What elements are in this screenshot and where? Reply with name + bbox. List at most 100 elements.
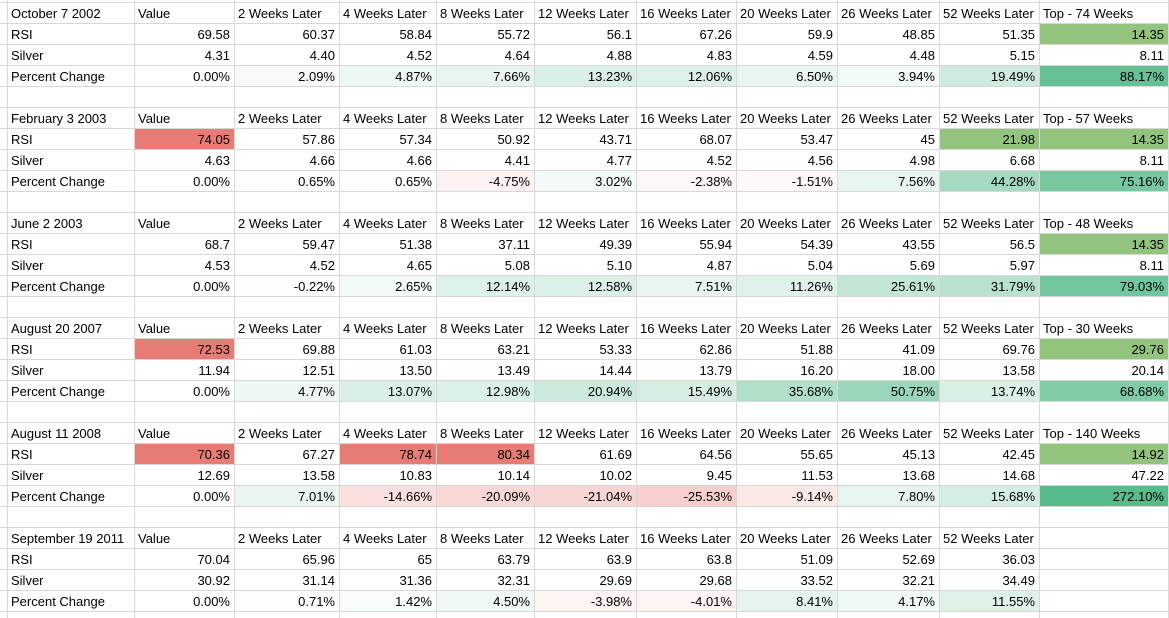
empty-cell[interactable] bbox=[437, 402, 535, 423]
percent-change-cell[interactable]: 6.50% bbox=[737, 66, 838, 87]
empty-cell[interactable] bbox=[340, 297, 437, 318]
percent-change-cell[interactable]: 1.42% bbox=[340, 591, 437, 612]
empty-cell[interactable] bbox=[940, 87, 1040, 108]
percent-change-cell[interactable]: 12.14% bbox=[437, 276, 535, 297]
percent-change-cell[interactable]: 13.74% bbox=[940, 381, 1040, 402]
percent-change-cell[interactable]: 15.68% bbox=[940, 486, 1040, 507]
column-header-cell[interactable]: 4 Weeks Later bbox=[340, 528, 437, 549]
top-column-header-cell[interactable] bbox=[1040, 528, 1169, 549]
silver-price-cell[interactable]: 4.56 bbox=[737, 150, 838, 171]
empty-cell[interactable] bbox=[235, 297, 340, 318]
row-label-cell[interactable]: RSI bbox=[8, 24, 135, 45]
empty-cell[interactable] bbox=[737, 297, 838, 318]
empty-cell[interactable] bbox=[235, 192, 340, 213]
silver-price-cell[interactable]: 5.04 bbox=[737, 255, 838, 276]
silver-price-cell[interactable]: 5.10 bbox=[535, 255, 637, 276]
silver-price-cell[interactable]: 12.51 bbox=[235, 360, 340, 381]
row-label-cell[interactable]: Percent Change bbox=[8, 381, 135, 402]
silver-price-cell[interactable]: 4.40 bbox=[235, 45, 340, 66]
rsi-value-cell[interactable]: 43.55 bbox=[838, 234, 940, 255]
empty-cell[interactable] bbox=[940, 297, 1040, 318]
percent-change-cell[interactable]: 15.49% bbox=[637, 381, 737, 402]
percent-change-cell[interactable]: 31.79% bbox=[940, 276, 1040, 297]
column-header-cell[interactable]: 8 Weeks Later bbox=[437, 213, 535, 234]
empty-cell[interactable] bbox=[838, 612, 940, 618]
rsi-value-cell[interactable]: 63.9 bbox=[535, 549, 637, 570]
rsi-value-cell[interactable]: 65 bbox=[340, 549, 437, 570]
empty-cell[interactable] bbox=[637, 87, 737, 108]
row-label-cell[interactable]: Silver bbox=[8, 465, 135, 486]
date-header-cell[interactable]: August 11 2008 bbox=[8, 423, 135, 444]
empty-cell[interactable] bbox=[135, 87, 235, 108]
silver-price-cell[interactable]: 30.92 bbox=[135, 570, 235, 591]
silver-price-cell[interactable]: 4.52 bbox=[340, 45, 437, 66]
column-header-cell[interactable]: 16 Weeks Later bbox=[637, 528, 737, 549]
empty-cell[interactable] bbox=[838, 87, 940, 108]
empty-cell[interactable] bbox=[135, 612, 235, 618]
column-header-cell[interactable]: 26 Weeks Later bbox=[838, 423, 940, 444]
date-header-cell[interactable]: September 19 2011 bbox=[8, 528, 135, 549]
silver-price-cell[interactable]: 6.68 bbox=[940, 150, 1040, 171]
rsi-value-cell[interactable]: 60.37 bbox=[235, 24, 340, 45]
rsi-value-cell[interactable]: 45 bbox=[838, 129, 940, 150]
percent-change-cell[interactable]: -4.75% bbox=[437, 171, 535, 192]
percent-change-cell[interactable]: -0.22% bbox=[235, 276, 340, 297]
row-label-cell[interactable]: Percent Change bbox=[8, 486, 135, 507]
empty-cell[interactable] bbox=[535, 297, 637, 318]
empty-cell[interactable] bbox=[838, 507, 940, 528]
rsi-value-cell[interactable]: 74.05 bbox=[135, 129, 235, 150]
rsi-value-cell[interactable]: 53.47 bbox=[737, 129, 838, 150]
rsi-value-cell[interactable]: 54.39 bbox=[737, 234, 838, 255]
rsi-value-cell[interactable]: 51.35 bbox=[940, 24, 1040, 45]
rsi-value-cell[interactable]: 21.98 bbox=[940, 129, 1040, 150]
percent-change-cell[interactable]: -2.38% bbox=[637, 171, 737, 192]
column-header-cell[interactable]: 2 Weeks Later bbox=[235, 423, 340, 444]
column-header-cell[interactable]: 20 Weeks Later bbox=[737, 423, 838, 444]
empty-cell[interactable] bbox=[737, 402, 838, 423]
column-header-cell[interactable]: 4 Weeks Later bbox=[340, 3, 437, 24]
silver-price-cell[interactable]: 4.48 bbox=[838, 45, 940, 66]
column-header-cell[interactable]: 20 Weeks Later bbox=[737, 318, 838, 339]
rsi-value-cell[interactable]: 14.35 bbox=[1040, 234, 1169, 255]
rsi-value-cell[interactable]: 65.96 bbox=[235, 549, 340, 570]
percent-change-cell[interactable]: -20.09% bbox=[437, 486, 535, 507]
column-header-cell[interactable]: 2 Weeks Later bbox=[235, 3, 340, 24]
column-header-cell[interactable]: 2 Weeks Later bbox=[235, 528, 340, 549]
rsi-value-cell[interactable]: 55.94 bbox=[637, 234, 737, 255]
column-header-cell[interactable]: 8 Weeks Later bbox=[437, 528, 535, 549]
empty-cell[interactable] bbox=[340, 507, 437, 528]
percent-change-cell[interactable]: 7.66% bbox=[437, 66, 535, 87]
percent-change-cell[interactable]: 12.58% bbox=[535, 276, 637, 297]
empty-cell[interactable] bbox=[340, 402, 437, 423]
percent-change-cell[interactable]: 7.80% bbox=[838, 486, 940, 507]
empty-cell[interactable] bbox=[135, 192, 235, 213]
row-label-cell[interactable]: RSI bbox=[8, 549, 135, 570]
percent-change-cell[interactable]: 4.50% bbox=[437, 591, 535, 612]
silver-price-cell[interactable]: 4.83 bbox=[637, 45, 737, 66]
column-header-cell[interactable]: 12 Weeks Later bbox=[535, 213, 637, 234]
percent-change-cell[interactable]: 11.55% bbox=[940, 591, 1040, 612]
silver-price-cell[interactable]: 4.52 bbox=[235, 255, 340, 276]
column-header-cell[interactable]: 20 Weeks Later bbox=[737, 3, 838, 24]
column-header-cell[interactable]: 8 Weeks Later bbox=[437, 3, 535, 24]
column-header-cell[interactable]: 26 Weeks Later bbox=[838, 213, 940, 234]
percent-change-cell[interactable]: 68.68% bbox=[1040, 381, 1169, 402]
rsi-value-cell[interactable]: 63.79 bbox=[437, 549, 535, 570]
percent-change-cell[interactable]: 7.56% bbox=[838, 171, 940, 192]
percent-change-cell[interactable]: 0.00% bbox=[135, 171, 235, 192]
column-header-cell[interactable]: 8 Weeks Later bbox=[437, 423, 535, 444]
silver-price-cell[interactable]: 18.00 bbox=[838, 360, 940, 381]
percent-change-cell[interactable]: 44.28% bbox=[940, 171, 1040, 192]
empty-cell[interactable] bbox=[8, 297, 135, 318]
row-label-cell[interactable]: Silver bbox=[8, 45, 135, 66]
row-label-cell[interactable]: Silver bbox=[8, 150, 135, 171]
rsi-value-cell[interactable]: 70.04 bbox=[135, 549, 235, 570]
percent-change-cell[interactable] bbox=[1040, 591, 1169, 612]
percent-change-cell[interactable]: -25.53% bbox=[637, 486, 737, 507]
percent-change-cell[interactable]: 4.77% bbox=[235, 381, 340, 402]
top-column-header-cell[interactable]: Top - 140 Weeks bbox=[1040, 423, 1169, 444]
column-header-cell[interactable]: 4 Weeks Later bbox=[340, 423, 437, 444]
rsi-value-cell[interactable]: 14.35 bbox=[1040, 24, 1169, 45]
column-header-cell[interactable]: 26 Weeks Later bbox=[838, 318, 940, 339]
rsi-value-cell[interactable]: 72.53 bbox=[135, 339, 235, 360]
